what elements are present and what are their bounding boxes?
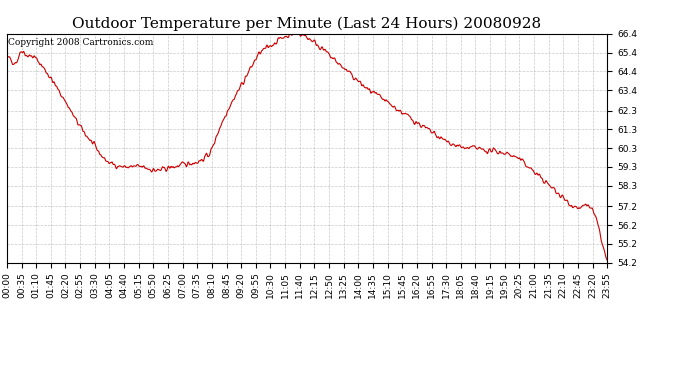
Text: Copyright 2008 Cartronics.com: Copyright 2008 Cartronics.com [8, 38, 153, 47]
Title: Outdoor Temperature per Minute (Last 24 Hours) 20080928: Outdoor Temperature per Minute (Last 24 … [72, 17, 542, 31]
